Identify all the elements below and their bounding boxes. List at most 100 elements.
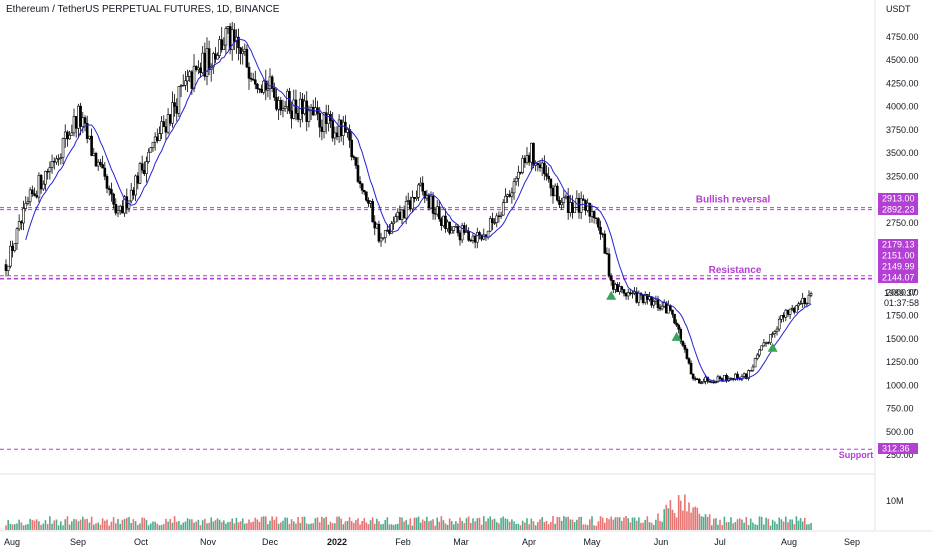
volume-bar xyxy=(340,518,342,530)
volume-bar xyxy=(623,517,625,530)
candle-body xyxy=(379,237,383,242)
volume-bar xyxy=(511,519,513,530)
candle-body xyxy=(307,109,311,122)
volume-bar xyxy=(44,520,47,530)
volume-bar xyxy=(532,521,535,530)
candle-body xyxy=(386,229,389,232)
candle-body xyxy=(499,214,503,217)
candle-body xyxy=(181,84,185,87)
volume-bar xyxy=(534,525,537,530)
volume-tick-label: 10M xyxy=(886,496,904,506)
candle-body xyxy=(201,52,204,74)
candle-body xyxy=(635,291,639,303)
candle-body xyxy=(392,221,395,224)
volume-bar xyxy=(785,516,787,530)
candle-body xyxy=(241,50,244,54)
volume-bar xyxy=(493,518,496,530)
price-tick-label: 3750.00 xyxy=(886,125,919,135)
volume-bar xyxy=(763,524,765,530)
volume-bar xyxy=(53,520,56,530)
volume-bar xyxy=(513,521,515,530)
candle-body xyxy=(105,176,109,189)
candle-body xyxy=(437,206,441,220)
candle-body xyxy=(90,135,93,156)
candle-body xyxy=(404,200,408,219)
candle-body xyxy=(677,324,680,330)
volume-bar xyxy=(204,518,206,530)
volume-bar xyxy=(482,516,485,530)
candle-body xyxy=(700,382,703,384)
candle-body xyxy=(530,142,533,163)
candle-body xyxy=(801,298,804,304)
buy-signal-arrow xyxy=(671,331,682,341)
candle-body xyxy=(249,77,253,80)
price-tag-box xyxy=(878,272,918,283)
candle-body xyxy=(354,157,358,166)
volume-bar xyxy=(648,522,651,530)
candle-body xyxy=(679,328,683,342)
volume-bar xyxy=(269,520,271,530)
candle-body xyxy=(569,202,572,213)
volume-bar xyxy=(580,516,582,530)
volume-bar xyxy=(184,521,187,530)
volume-bar xyxy=(299,522,302,530)
time-axis-label: Mar xyxy=(453,537,469,547)
volume-bar xyxy=(77,521,80,530)
candle-body xyxy=(212,53,215,68)
candle-body xyxy=(454,226,458,228)
volume-bar xyxy=(696,507,699,530)
volume-bar xyxy=(365,522,368,530)
volume-bar xyxy=(388,524,391,530)
volume-bar xyxy=(380,524,382,530)
candle-body xyxy=(11,245,14,251)
time-axis-label: Apr xyxy=(522,537,536,547)
price-tick-label: 4750.00 xyxy=(886,32,919,42)
candle-body xyxy=(335,132,339,138)
candle-body xyxy=(469,239,473,242)
volume-bar xyxy=(442,520,445,530)
volume-bar xyxy=(210,517,212,530)
volume-bar xyxy=(472,518,474,530)
volume-bar xyxy=(480,524,483,530)
candle-body xyxy=(702,381,705,384)
candle-body xyxy=(396,211,400,217)
volume-bar xyxy=(787,522,789,530)
candle-body xyxy=(755,354,759,359)
volume-bar xyxy=(329,521,332,530)
candle-body xyxy=(536,162,540,166)
candle-body xyxy=(771,333,774,335)
volume-bar xyxy=(246,523,248,530)
volume-bar xyxy=(504,518,507,530)
volume-bar xyxy=(273,519,276,530)
volume-bar xyxy=(700,516,703,530)
candle-body xyxy=(61,138,65,158)
candle-body xyxy=(83,117,87,124)
volume-bar xyxy=(357,518,359,530)
volume-bar xyxy=(5,525,7,530)
volume-bar xyxy=(292,521,295,530)
candle-body xyxy=(367,199,370,204)
time-axis-label: Sep xyxy=(70,537,86,547)
volume-bar xyxy=(216,518,219,530)
price-tag-box xyxy=(878,443,918,454)
volume-bar xyxy=(143,517,146,530)
volume-bar xyxy=(86,518,88,530)
candle-body xyxy=(292,99,296,119)
volume-bar xyxy=(79,519,82,530)
volume-bar xyxy=(312,523,315,530)
volume-bar xyxy=(214,520,217,530)
volume-bar xyxy=(791,519,793,530)
volume-bar xyxy=(260,516,263,530)
volume-bar xyxy=(567,516,569,530)
volume-bar xyxy=(776,523,778,530)
volume-bar xyxy=(595,525,598,530)
candle-body xyxy=(155,136,159,141)
volume-bar xyxy=(101,518,104,530)
time-axis-label: Aug xyxy=(4,537,20,547)
candle-body xyxy=(415,196,418,199)
candle-body xyxy=(377,223,381,242)
volume-bar xyxy=(417,516,420,530)
candle-body xyxy=(512,181,516,194)
